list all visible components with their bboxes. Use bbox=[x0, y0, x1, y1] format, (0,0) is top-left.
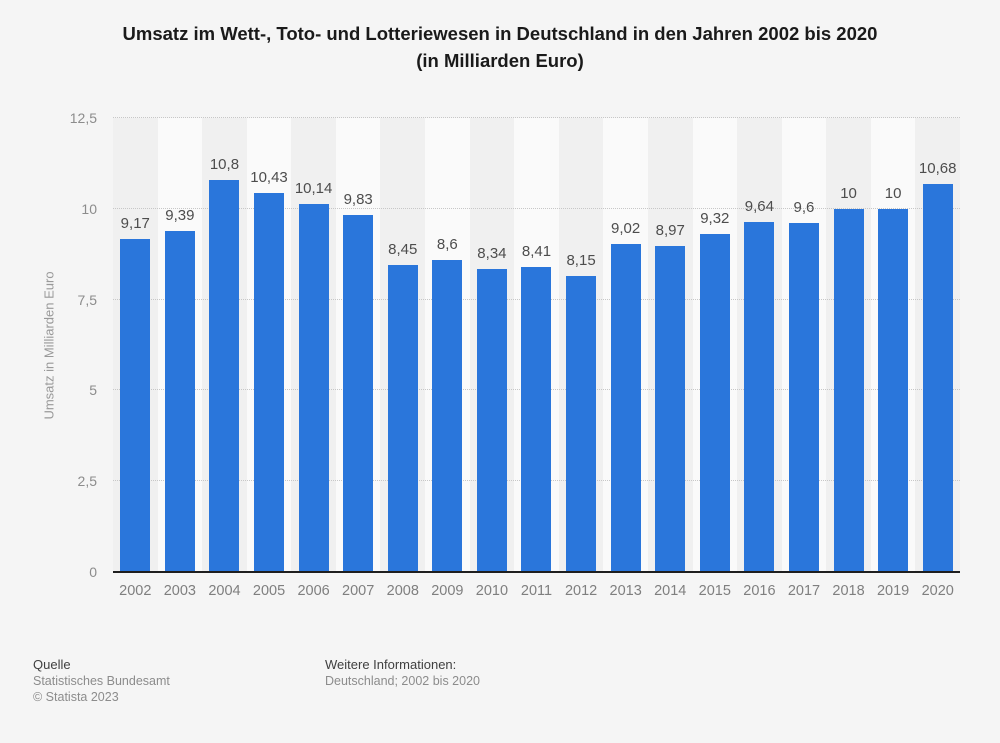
gridline-10 bbox=[113, 207, 960, 209]
bar-value-2017: 9,6 bbox=[793, 199, 815, 217]
chart-column-2012: 8,15 bbox=[558, 118, 604, 572]
chart-column-2006: 10,14 bbox=[291, 118, 336, 572]
bar-2007 bbox=[343, 214, 374, 572]
x-axis-label-2017: 2017 bbox=[787, 583, 821, 599]
x-axis-label-2004: 2004 bbox=[208, 583, 241, 599]
bar-value-2011: 8,41 bbox=[521, 242, 552, 260]
bar-value-2012: 8,15 bbox=[566, 252, 596, 269]
bar-2010 bbox=[476, 269, 507, 572]
chart-column-2005: 10,43 bbox=[246, 118, 292, 572]
bar-value-2008: 8,45 bbox=[388, 241, 418, 259]
x-axis-label-2008: 2008 bbox=[386, 583, 419, 599]
x-axis-label-2016: 2016 bbox=[743, 583, 776, 599]
bar-2005 bbox=[254, 193, 285, 572]
x-axis-label-2018: 2018 bbox=[832, 583, 865, 599]
bar-2017 bbox=[788, 223, 819, 572]
chart-column-2007: 9,83 bbox=[335, 118, 381, 572]
chart-column-2009: 8,6 bbox=[425, 118, 470, 572]
y-axis-label-0: 0 bbox=[89, 564, 97, 580]
bar-2013 bbox=[610, 244, 641, 572]
chart-column-2020: 10,68 bbox=[915, 118, 960, 572]
x-axis-label-2020: 2020 bbox=[921, 583, 954, 599]
plot-bands: 9,17 9,39 10,8 10,43 10,14 9,83 8,45 8,6 8,34 8,4… bbox=[113, 118, 960, 572]
x-axis-label-2007: 2007 bbox=[342, 583, 375, 599]
x-axis-line bbox=[113, 571, 960, 573]
chart-title: Umsatz im Wett-, Toto- und Lotteriewesen… bbox=[0, 20, 1000, 74]
plot-area: 9,17 9,39 10,8 10,43 10,14 9,83 8,45 8,6 8,34 8,4… bbox=[113, 117, 960, 573]
footer-source-block: Quelle Statistisches Bundesamt © Statist… bbox=[33, 657, 170, 705]
x-axis-label-2013: 2013 bbox=[609, 583, 642, 599]
bar-2016 bbox=[744, 221, 775, 572]
chart-column-2019: 10 bbox=[870, 118, 916, 572]
bar-2003 bbox=[164, 230, 195, 572]
bar-2019 bbox=[878, 208, 909, 572]
chart-title-line1: Umsatz im Wett-, Toto- und Lotteriewesen… bbox=[122, 23, 878, 44]
bar-2015 bbox=[699, 233, 730, 572]
bar-value-2010: 8,34 bbox=[477, 245, 507, 263]
y-axis: 0 2,5 5 7,5 10 12,5 bbox=[0, 110, 97, 580]
chart-column-2014: 8,97 bbox=[647, 118, 693, 572]
source-name: Statistisches Bundesamt bbox=[33, 674, 170, 688]
bar-2008 bbox=[387, 265, 418, 572]
bar-value-2013: 9,02 bbox=[611, 220, 641, 238]
y-axis-label-12,5: 12,5 bbox=[69, 110, 97, 126]
bar-2004 bbox=[209, 179, 240, 572]
bar-value-2015: 9,32 bbox=[700, 209, 730, 227]
footer-info-block: Weitere Informationen: Deutschland; 2002… bbox=[325, 657, 480, 689]
bar-value-2019: 10 bbox=[884, 184, 902, 202]
gridline-12,5 bbox=[113, 117, 960, 118]
x-axis-label-2002: 2002 bbox=[119, 583, 152, 599]
x-axis-label-2006: 2006 bbox=[297, 583, 330, 599]
x-axis-label-2010: 2010 bbox=[475, 583, 509, 599]
bar-2012 bbox=[566, 276, 597, 572]
bar-value-2006: 10,14 bbox=[294, 179, 333, 197]
y-axis-label-5: 5 bbox=[89, 382, 97, 399]
bar-value-2009: 8,6 bbox=[436, 235, 458, 253]
x-axis-label-2015: 2015 bbox=[698, 583, 731, 599]
chart-title-line2: (in Milliarden Euro) bbox=[416, 50, 584, 71]
chart-column-2016: 9,64 bbox=[737, 118, 782, 572]
chart-column-2003: 9,39 bbox=[157, 118, 203, 572]
x-axis-label-2019: 2019 bbox=[876, 583, 910, 599]
bar-2014 bbox=[655, 246, 686, 572]
info-text: Deutschland; 2002 bis 2020 bbox=[325, 674, 480, 688]
bar-2009 bbox=[432, 259, 463, 572]
bar-value-2018: 10 bbox=[840, 184, 857, 202]
y-axis-label-2,5: 2,5 bbox=[77, 473, 97, 490]
bar-value-2016: 9,64 bbox=[744, 197, 774, 215]
bar-value-2004: 10,8 bbox=[209, 155, 240, 173]
chart-column-2011: 8,41 bbox=[514, 118, 559, 572]
chart-column-2010: 8,34 bbox=[469, 118, 515, 572]
chart-column-2004: 10,8 bbox=[202, 118, 247, 572]
chart-column-2017: 9,6 bbox=[781, 118, 827, 572]
x-axis-label-2014: 2014 bbox=[654, 583, 687, 599]
bar-value-2014: 8,97 bbox=[655, 222, 685, 240]
bar-2011 bbox=[521, 266, 552, 572]
bar-2020 bbox=[922, 184, 953, 572]
y-axis-label-10: 10 bbox=[81, 200, 97, 217]
x-axis-label-2003: 2003 bbox=[163, 583, 196, 599]
bar-value-2003: 9,39 bbox=[165, 206, 195, 224]
info-label: Weitere Informationen: bbox=[325, 657, 457, 672]
bar-2018 bbox=[833, 208, 864, 572]
bar-value-2002: 9,17 bbox=[120, 214, 150, 232]
bar-2006 bbox=[298, 203, 329, 572]
x-axis: 2002 2003 2004 2005 2006 2007 2008 2009 2010 2011… bbox=[113, 583, 960, 599]
chart-column-2008: 8,45 bbox=[380, 118, 426, 572]
chart-column-2018: 10 bbox=[826, 118, 871, 572]
copyright-notice: © Statista 2023 bbox=[33, 690, 119, 704]
chart-column-2013: 9,02 bbox=[603, 118, 648, 572]
chart-column-2015: 9,32 bbox=[692, 118, 738, 572]
x-axis-label-2012: 2012 bbox=[564, 583, 598, 599]
bar-value-2020: 10,68 bbox=[918, 160, 957, 178]
chart-column-2002: 9,17 bbox=[113, 118, 158, 572]
y-axis-label-7,5: 7,5 bbox=[77, 291, 97, 308]
x-axis-label-2009: 2009 bbox=[431, 583, 464, 599]
bar-2002 bbox=[120, 238, 151, 572]
bar-value-2005: 10,43 bbox=[250, 169, 288, 187]
bar-value-2007: 9,83 bbox=[343, 190, 373, 208]
source-label: Quelle bbox=[33, 657, 71, 672]
x-axis-label-2011: 2011 bbox=[520, 583, 553, 599]
x-axis-label-2005: 2005 bbox=[252, 583, 286, 599]
